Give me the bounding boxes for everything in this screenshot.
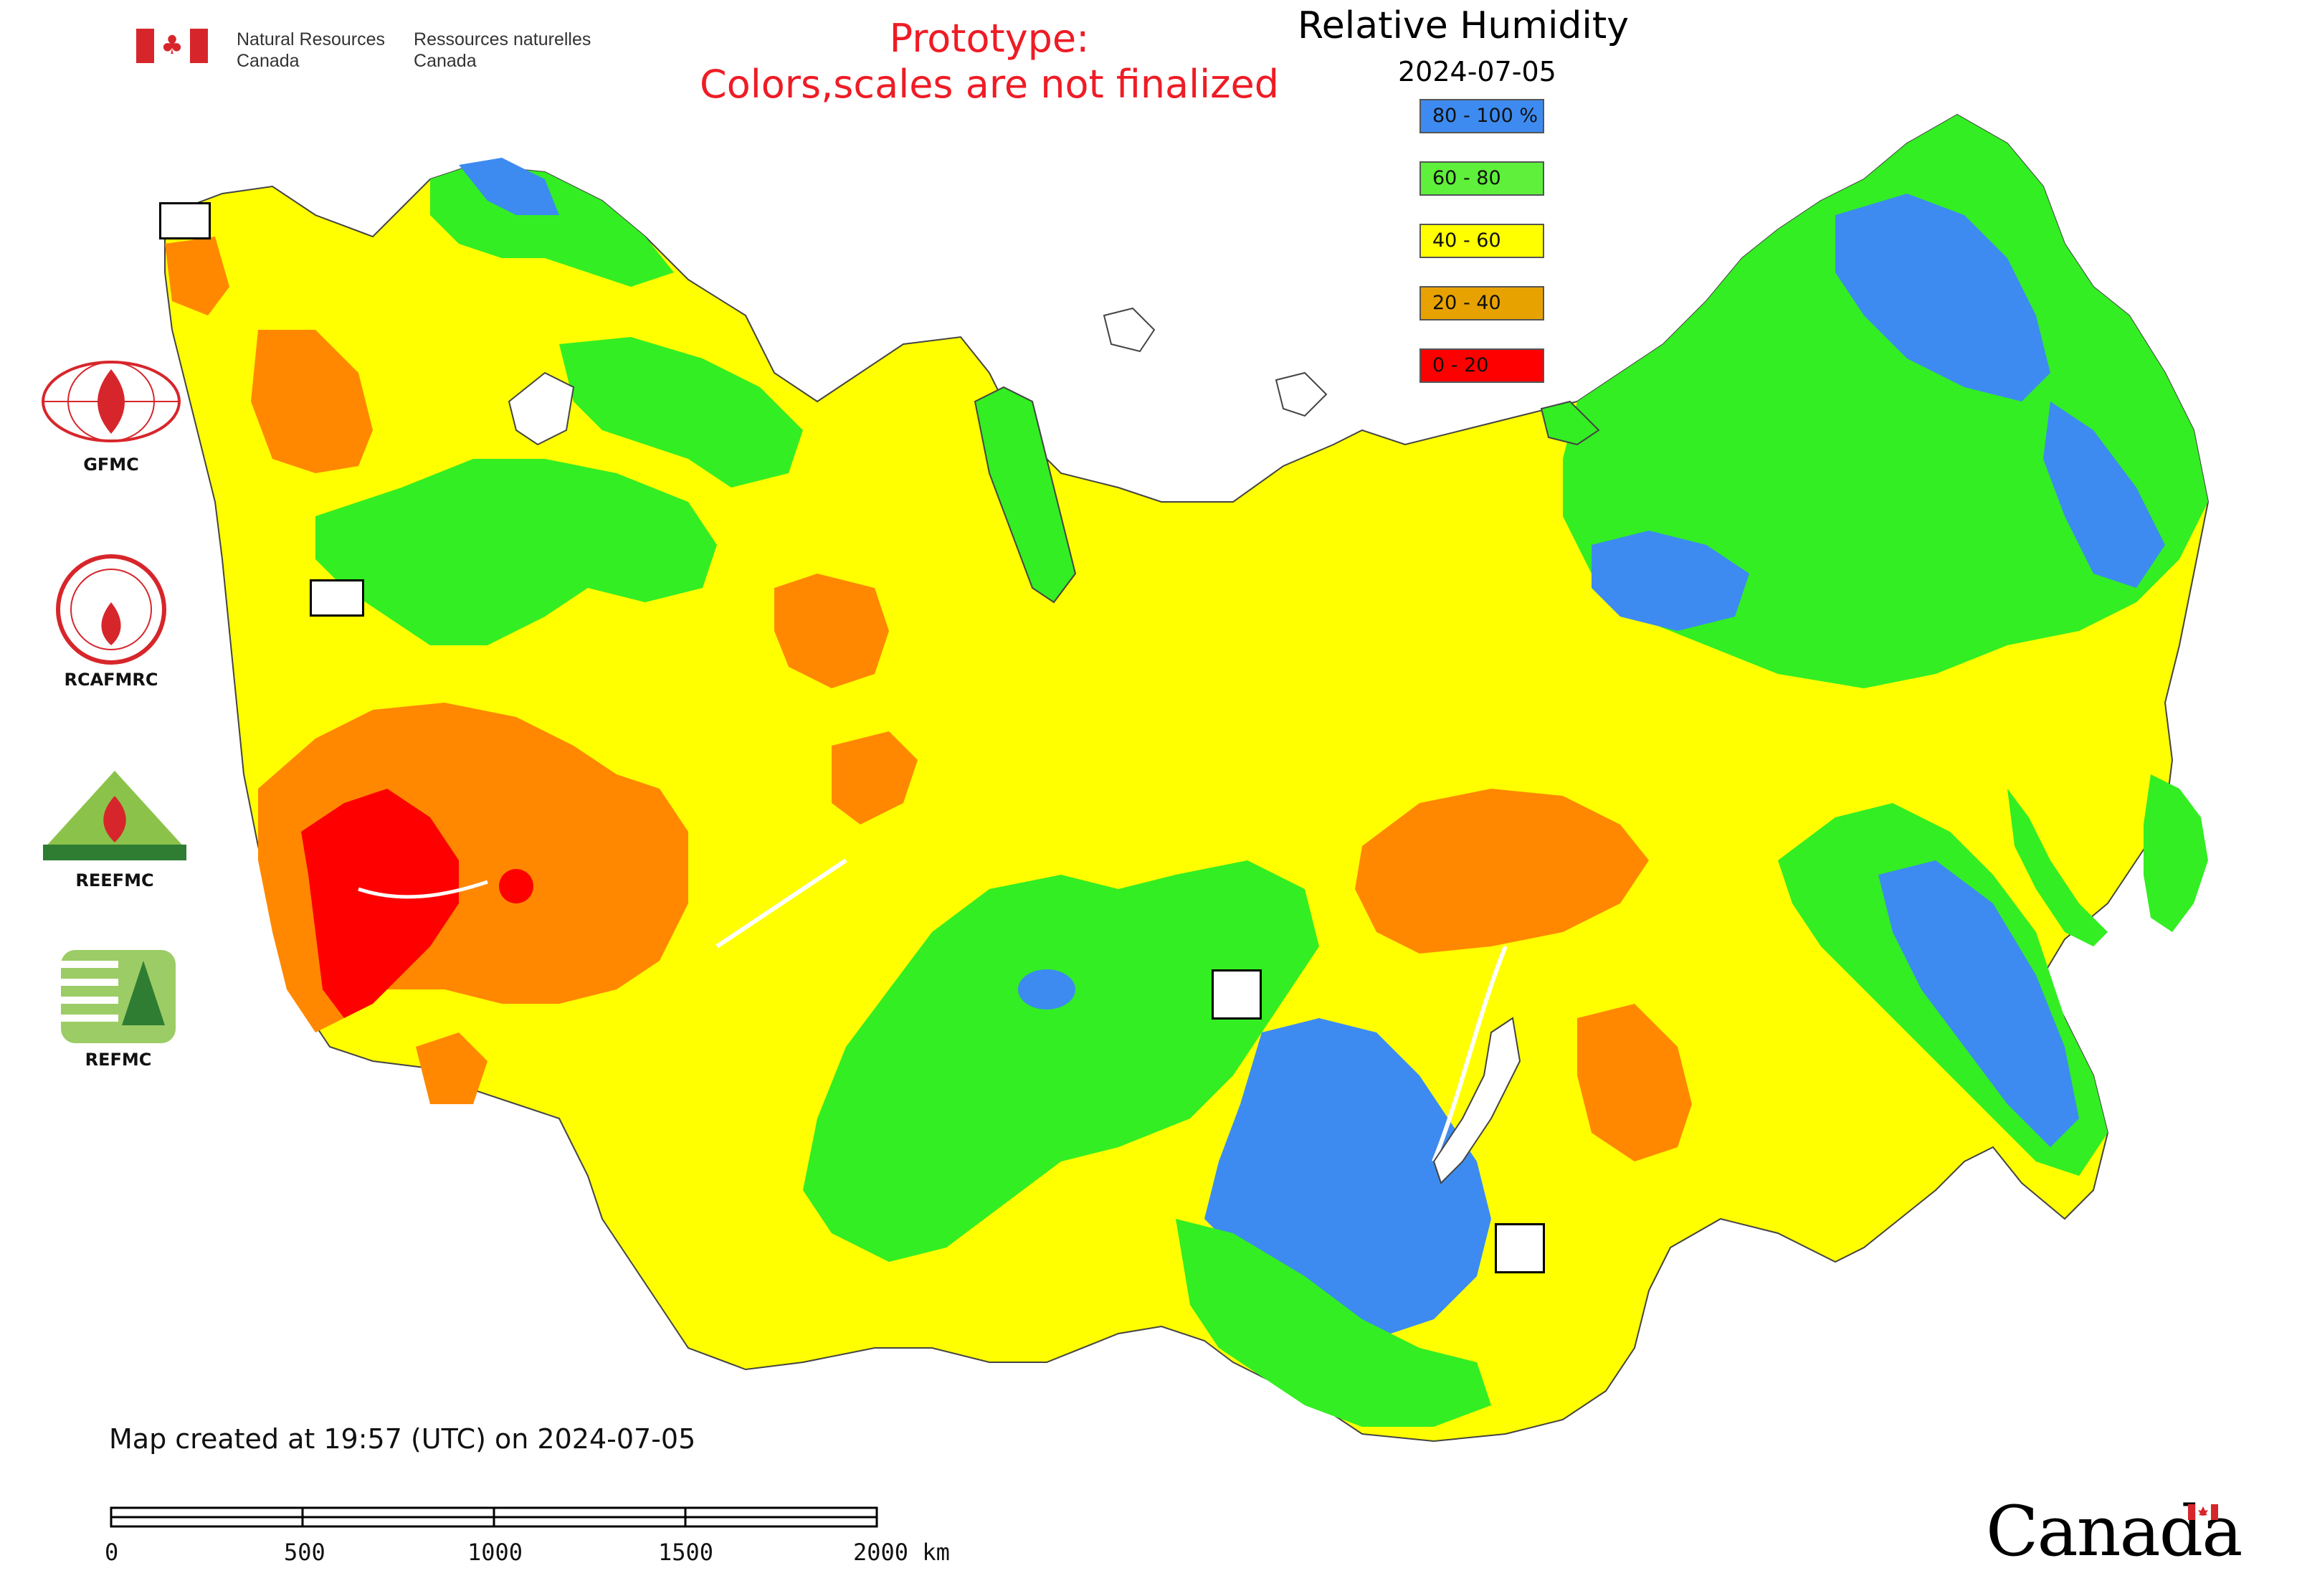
department-name-fr: Ressources naturelles Canada	[414, 29, 591, 71]
canada-wordmark: Canada	[1986, 1491, 2242, 1572]
legend: 80 - 100 % 60 - 80 40 - 60 20 - 40 0 - 2…	[1419, 99, 1544, 411]
legend-item-80-100: 80 - 100 %	[1419, 99, 1544, 133]
canada-flag-icon: ♣	[136, 29, 208, 63]
scale-label-1000: 1000	[467, 1539, 523, 1566]
reefmc-logo: REEFMC	[36, 767, 194, 890]
rcafmrc-label: RCAFMRC	[64, 670, 158, 690]
legend-item-20-40: 20 - 40	[1419, 286, 1544, 320]
station-marker-rcafmrc	[1495, 1223, 1545, 1273]
refmc-label: REFMC	[85, 1050, 152, 1070]
legend-item-0-20: 0 - 20	[1419, 348, 1544, 383]
rcafmrc-logo: RCAFMRC	[54, 552, 168, 690]
gfmc-label: GFMC	[83, 455, 139, 475]
department-name-en: Natural Resources Canada	[237, 29, 386, 71]
scale-label-0: 0	[105, 1539, 119, 1566]
scale-label-500: 500	[284, 1539, 325, 1566]
prototype-notice: Prototype: Colors,scales are not finaliz…	[700, 16, 1279, 107]
legend-item-60-80: 60 - 80	[1419, 161, 1544, 196]
canada-wordmark-flag-icon	[2188, 1504, 2218, 1520]
station-marker-refmc	[1212, 969, 1262, 1020]
refmc-logo: REFMC	[57, 946, 179, 1070]
station-marker-reefmc	[310, 579, 364, 617]
legend-item-40-60: 40 - 60	[1419, 224, 1544, 258]
station-marker-gfmc	[159, 202, 211, 239]
scale-label-2000: 2000 km	[853, 1539, 950, 1566]
legend-title: Relative Humidity	[1298, 4, 1630, 47]
legend-date: 2024-07-05	[1398, 56, 1556, 87]
scale-bar	[110, 1506, 878, 1528]
map-created-timestamp: Map created at 19:57 (UTC) on 2024-07-05	[109, 1423, 696, 1455]
reefmc-label: REEFMC	[75, 870, 154, 890]
scale-label-1500: 1500	[658, 1539, 714, 1566]
gfmc-logo: GFMC	[39, 358, 183, 475]
nrcan-signature: ♣ Natural Resources Canada Ressources na…	[136, 29, 591, 72]
